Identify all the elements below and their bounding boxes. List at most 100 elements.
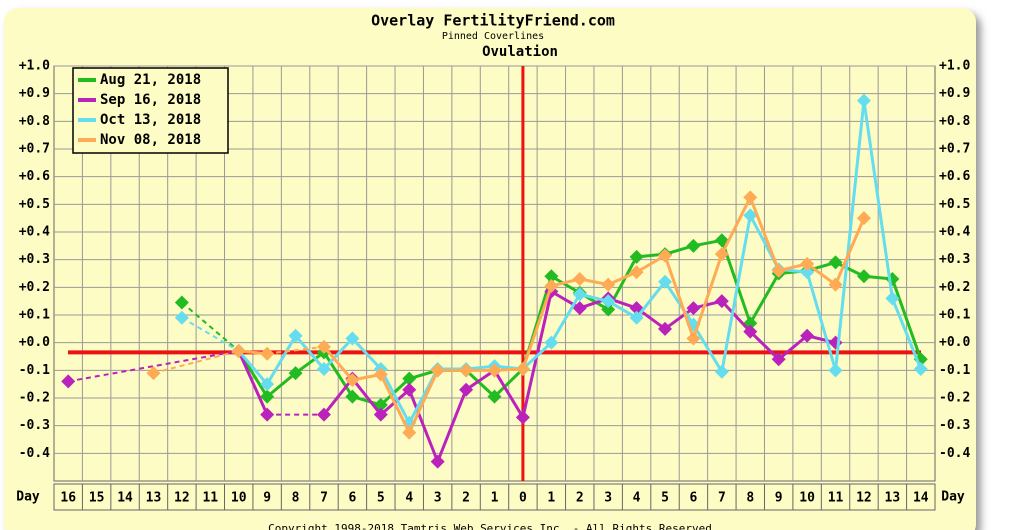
y-tick-label: +0.2 [939,280,970,295]
line-segment [351,337,382,370]
gap-segment [181,301,240,352]
y-tick-label: +0.0 [19,335,50,350]
point [714,233,729,248]
point [402,425,417,440]
y-tick-label: +0.0 [939,335,970,350]
chart-title: Overlay FertilityFriend.com [371,12,615,30]
line-segment [748,272,780,325]
legend-label: Nov 08, 2018 [100,132,201,148]
legend-label: Sep 16, 2018 [100,92,201,108]
point [260,377,275,392]
line-segment [379,373,411,434]
line-segment [266,371,297,398]
point [629,310,644,325]
point [601,302,616,317]
line-segment [862,100,894,299]
legend-label: Oct 13, 2018 [100,112,201,128]
x-tick-label: 13 [146,491,162,506]
line-segment [550,290,581,310]
y-tick-label: -0.1 [19,363,50,378]
x-tick-label: 12 [174,491,190,506]
point [515,361,530,376]
x-tick-label: 11 [828,491,844,506]
point [771,352,786,367]
point [828,363,843,378]
line-segment [322,345,354,381]
point [686,331,701,346]
line-segment [351,377,382,416]
point [288,328,303,343]
y-tick-label: +0.6 [939,169,970,184]
x-tick-label: 13 [885,491,901,506]
point [316,407,331,422]
y-tick-label: +0.8 [19,114,50,129]
gap-segment [181,316,240,352]
x-tick-label: 6 [348,491,356,506]
point [856,269,871,284]
y-tick-label: +0.1 [939,308,970,323]
y-tick-label: +0.5 [19,197,50,212]
line-segment [607,299,638,320]
y-tick-label: +0.1 [19,308,50,323]
x-axis-label: Day [16,490,40,505]
point [828,277,843,292]
y-tick-label: +0.7 [19,142,50,157]
line-segment [720,215,752,372]
line-segment [890,297,923,370]
line-segment [379,377,411,407]
line-segment [493,367,524,398]
line-segment [550,293,582,344]
line-segment [806,262,837,286]
line-segment [663,280,695,326]
point [345,373,360,388]
y-tick-label: +0.3 [939,252,970,267]
y-tick-label: -0.4 [19,446,50,461]
point [260,346,275,361]
line-segment [465,369,496,391]
point [771,263,786,278]
line-segment [322,351,354,398]
point [459,363,474,378]
point [174,295,189,310]
point [544,278,559,293]
line-segment [777,334,809,361]
x-tick-label: 7 [718,491,726,506]
x-tick-label: 4 [633,491,641,506]
line-segment [890,278,923,360]
point [459,382,474,397]
x-tick-label: 15 [89,491,105,506]
x-tick-label: 0 [519,491,527,506]
point [601,277,616,292]
x-tick-label: 9 [775,491,783,506]
point [800,256,815,271]
y-tick-label: +1.0 [19,59,50,74]
y-tick-label: -0.2 [19,391,50,406]
line-segment [322,337,354,370]
y-tick-label: -0.4 [939,446,970,461]
y-tick-label: -0.2 [939,391,970,406]
line-segment [407,389,440,463]
y-tick-label: +0.7 [939,142,970,157]
line-segment [237,349,269,386]
line-segment [436,389,468,463]
x-tick-label: 16 [60,491,76,506]
line-segment [834,217,866,286]
y-tick-label: +0.8 [939,114,970,129]
point [487,389,502,404]
line-segment [663,255,695,340]
x-tick-label: 3 [434,491,442,506]
annotation: Ovulation [482,44,558,60]
x-tick-label: 10 [799,491,815,506]
point [828,255,843,270]
point [373,367,388,382]
line-segment [692,253,724,339]
point [402,371,417,386]
point [743,208,758,223]
line-segment [749,330,780,361]
point [345,389,360,404]
point [288,366,303,381]
point [658,248,673,263]
line-segment [664,306,695,331]
y-tick-label: -0.3 [939,418,970,433]
